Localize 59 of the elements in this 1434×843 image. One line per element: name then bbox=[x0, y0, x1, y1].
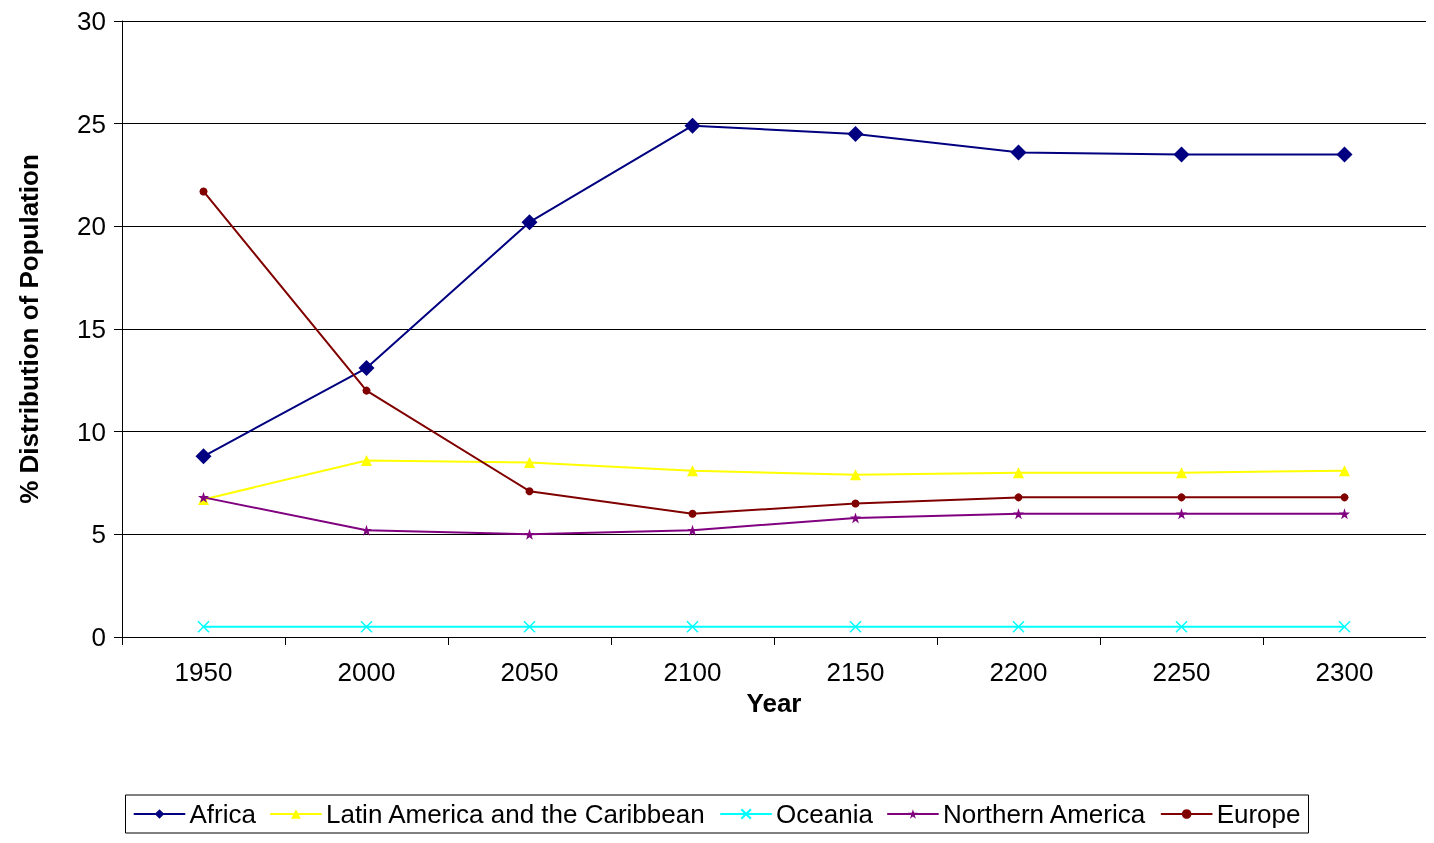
point bbox=[1336, 146, 1353, 163]
y-tick-label: 25 bbox=[77, 108, 106, 139]
x-tick-label: 2150 bbox=[826, 657, 885, 687]
point bbox=[1176, 508, 1187, 520]
y-tick-label: 20 bbox=[77, 211, 106, 242]
legend-label: Oceania bbox=[776, 799, 874, 829]
y-tick-label: 10 bbox=[77, 416, 106, 447]
point bbox=[1173, 146, 1190, 163]
point bbox=[847, 125, 864, 142]
point bbox=[1012, 620, 1025, 633]
legend-label: Latin America and the Caribbean bbox=[325, 799, 705, 829]
point bbox=[1175, 620, 1188, 633]
point bbox=[197, 620, 210, 633]
point bbox=[1338, 620, 1351, 633]
point bbox=[1013, 508, 1024, 520]
point bbox=[1176, 467, 1187, 479]
x-tick-label: 2300 bbox=[1315, 657, 1374, 687]
point bbox=[360, 620, 373, 633]
y-tick-label: 0 bbox=[91, 622, 106, 652]
point bbox=[524, 528, 535, 540]
point bbox=[850, 469, 861, 481]
point bbox=[684, 117, 701, 134]
point bbox=[687, 465, 698, 477]
legend-label: Africa bbox=[189, 799, 257, 829]
point bbox=[851, 499, 860, 508]
point bbox=[850, 512, 861, 524]
x-tick-label: 2100 bbox=[663, 657, 722, 687]
point bbox=[195, 448, 212, 465]
legend-label: Europe bbox=[1216, 799, 1301, 829]
point bbox=[521, 214, 538, 231]
x-tick-label: 2050 bbox=[500, 657, 559, 687]
point bbox=[1339, 465, 1350, 477]
y-tick-label: 15 bbox=[77, 314, 106, 344]
point bbox=[524, 456, 535, 468]
point bbox=[199, 187, 208, 196]
point bbox=[1013, 467, 1024, 479]
point bbox=[1010, 144, 1027, 161]
point bbox=[362, 386, 371, 395]
point bbox=[686, 620, 699, 633]
point bbox=[1014, 493, 1023, 502]
point bbox=[1177, 493, 1186, 502]
point bbox=[1340, 493, 1349, 502]
legend-label: Northern America bbox=[942, 799, 1146, 829]
point bbox=[523, 620, 536, 633]
point bbox=[361, 454, 372, 466]
point bbox=[849, 620, 862, 633]
x-tick-label: 2000 bbox=[337, 657, 396, 687]
point bbox=[358, 360, 375, 377]
x-tick-label: 2200 bbox=[989, 657, 1048, 687]
x-tick-label: 1950 bbox=[174, 657, 233, 687]
point bbox=[361, 524, 372, 536]
x-axis-title: Year bbox=[746, 687, 802, 718]
y-axis-title: % Distribution of Population bbox=[14, 154, 44, 504]
x-tick-label: 2250 bbox=[1152, 657, 1211, 687]
point bbox=[1339, 508, 1350, 520]
point bbox=[688, 509, 697, 518]
point bbox=[525, 487, 534, 496]
y-tick-label: 30 bbox=[77, 6, 106, 36]
y-tick-label: 5 bbox=[91, 519, 106, 550]
